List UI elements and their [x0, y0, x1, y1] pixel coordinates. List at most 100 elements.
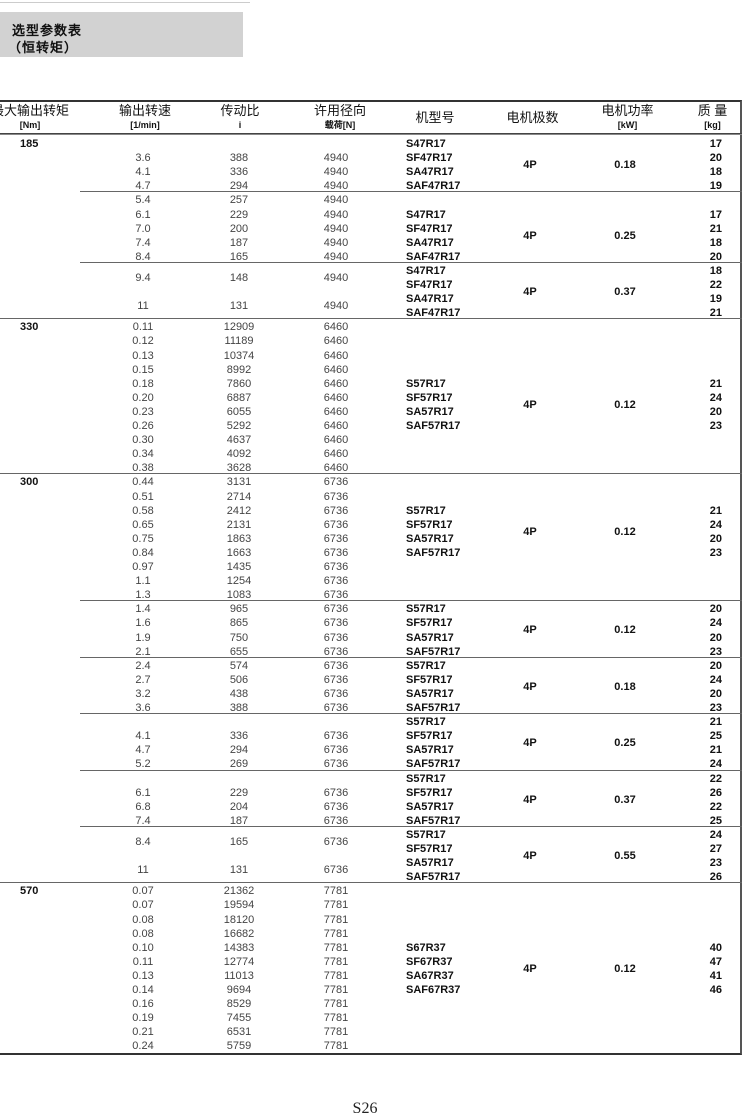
radial-load: 6736: [323, 687, 349, 700]
motor-power: 0.12: [614, 398, 636, 411]
output-speed: 2.7: [135, 673, 151, 686]
model-number: SF47R17: [406, 222, 453, 235]
model-number: SF57R17: [406, 730, 453, 743]
radial-load: 6460: [323, 448, 349, 461]
column-header: 电机功率 [kW]: [590, 104, 665, 132]
mass: 21: [709, 377, 722, 390]
output-speed: 1.4: [135, 603, 151, 616]
output-speed: 0.38: [132, 462, 154, 475]
output-speed: 0.16: [132, 998, 154, 1011]
column-header-unit: 载荷[N]: [324, 120, 356, 130]
max-torque: 185: [20, 138, 39, 150]
radial-load: 6736: [323, 518, 349, 531]
ratio: 11189: [224, 335, 254, 348]
output-speed: 11: [137, 864, 149, 877]
mass: 18: [709, 166, 722, 179]
output-speed: 0.24: [132, 1040, 154, 1053]
column-header-label: 电机极数: [506, 110, 559, 125]
output-speed: 0.20: [132, 391, 154, 404]
ratio: 9694: [226, 984, 252, 996]
model-number: SA57R17: [406, 800, 454, 813]
ratio: 3628: [226, 462, 252, 475]
mass: 20: [709, 603, 722, 616]
output-speed: 0.23: [132, 405, 154, 418]
model-number: SF57R17: [406, 391, 453, 404]
ratio: 8529: [226, 998, 252, 1011]
mass: 26: [709, 871, 722, 884]
radial-load: 4940: [323, 194, 349, 207]
output-speed: 0.26: [132, 420, 154, 432]
ratio: 336: [229, 166, 249, 179]
model-number: SF47R17: [406, 152, 453, 165]
mass: 23: [709, 420, 722, 432]
output-speed: 0.07: [132, 899, 154, 912]
motor-poles: 4P: [523, 680, 537, 693]
radial-load: 4940: [323, 208, 349, 221]
motor-power: 0.25: [614, 737, 636, 750]
radial-load: 6460: [323, 321, 349, 334]
radial-load: 6736: [323, 631, 349, 644]
output-speed: 0.18: [132, 377, 154, 390]
motor-power: 0.12: [614, 624, 636, 637]
ratio: 574: [229, 659, 249, 672]
model-number: S67R37: [406, 941, 446, 954]
radial-load: 7781: [323, 941, 349, 954]
mass: 17: [709, 208, 722, 221]
output-speed: 2.1: [135, 645, 151, 658]
mass: 27: [709, 843, 722, 855]
output-speed: 9.4: [135, 271, 151, 284]
radial-load: 4940: [323, 271, 349, 284]
column-header-unit: [kW]: [617, 120, 638, 130]
output-speed: 0.19: [132, 1012, 154, 1025]
radial-load: 6736: [323, 673, 349, 686]
mass: 21: [709, 307, 722, 320]
ratio: 187: [229, 236, 249, 249]
radial-load: 4940: [323, 152, 349, 165]
model-number: S57R17: [406, 659, 446, 672]
radial-load: 7781: [323, 984, 349, 996]
column-header-unit: [Nm]: [19, 120, 41, 130]
ratio: 438: [229, 687, 249, 700]
ratio: 18120: [223, 913, 255, 926]
ratio: 294: [229, 744, 249, 757]
radial-load: 4940: [323, 236, 349, 249]
output-speed: 0.34: [132, 448, 154, 461]
radial-load: 7781: [323, 1040, 349, 1053]
mass: 22: [709, 279, 722, 291]
radial-load: 6736: [323, 532, 349, 545]
output-speed: 3.6: [135, 702, 151, 714]
output-speed: 4.7: [135, 744, 151, 757]
radial-load: 6460: [323, 420, 349, 432]
ratio: 19594: [223, 899, 255, 912]
mass: 24: [709, 673, 722, 686]
model-number: SAF57R17: [406, 814, 461, 827]
ratio: 229: [229, 208, 249, 221]
output-speed: 4.1: [135, 730, 151, 743]
output-speed: 1.3: [135, 589, 151, 602]
column-header: 许用径向 载荷[N]: [300, 104, 380, 132]
mass: 22: [709, 772, 722, 785]
motor-power: 0.12: [614, 525, 636, 538]
column-header: 输出转速 [1/min]: [110, 104, 180, 132]
column-header-unit: i: [238, 120, 242, 130]
group-divider: [80, 656, 742, 658]
radial-load: 6736: [323, 645, 349, 658]
column-header: 质 量 [kg]: [690, 104, 735, 132]
motor-power: 0.25: [614, 229, 636, 242]
output-speed: 6.8: [135, 800, 151, 813]
title-box: 选型参数表 （恒转矩）: [0, 12, 243, 57]
radial-load: 6736: [323, 490, 349, 503]
output-speed: 0.13: [132, 969, 154, 982]
radial-load: 6460: [323, 405, 349, 418]
radial-load: 7781: [323, 955, 349, 968]
radial-load: 6460: [323, 349, 349, 362]
output-speed: 0.11: [132, 321, 154, 334]
ratio: 11013: [224, 969, 254, 982]
model-number: SA57R17: [406, 687, 454, 700]
ratio: 6887: [226, 391, 252, 404]
mass: 24: [709, 828, 722, 841]
ratio: 187: [229, 814, 249, 827]
model-number: SF57R17: [406, 518, 453, 531]
output-speed: 0.21: [132, 1026, 154, 1039]
radial-load: 6736: [323, 476, 349, 489]
